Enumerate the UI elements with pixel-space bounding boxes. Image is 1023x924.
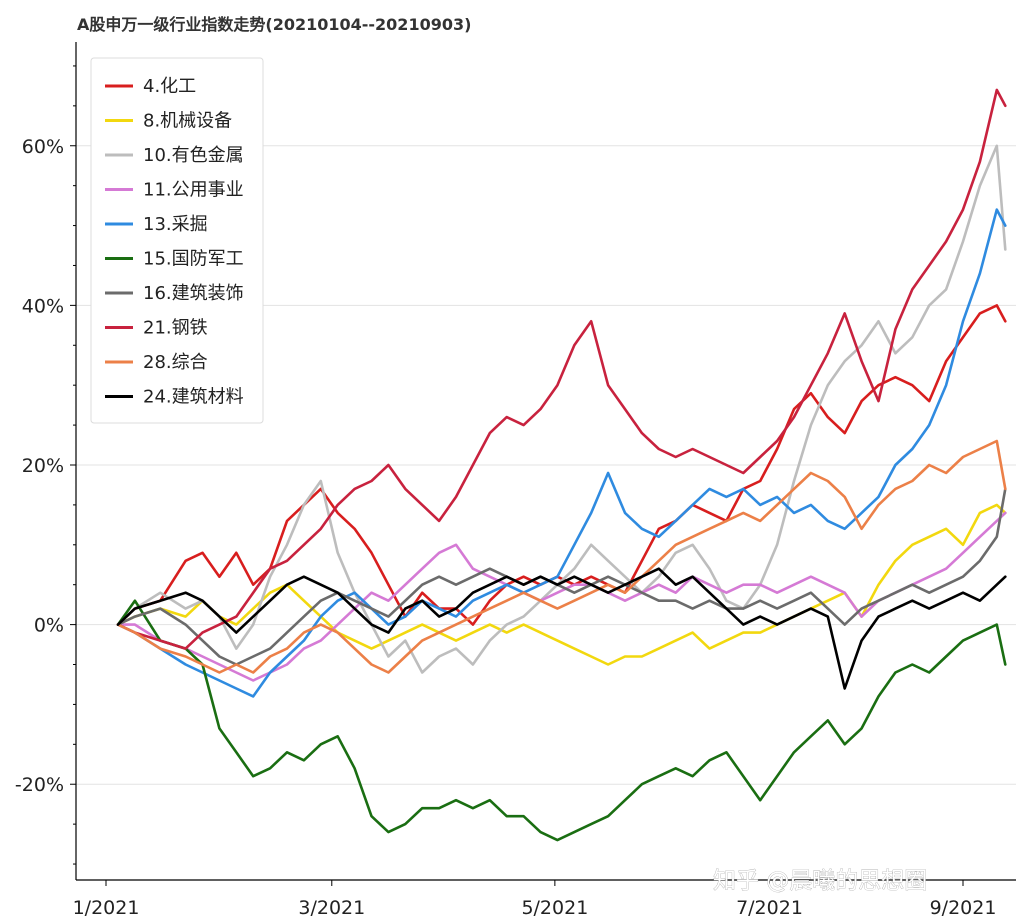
y-tick-label: 40%: [22, 295, 64, 317]
axes: [70, 42, 1016, 881]
x-tick-label: 3/2021: [298, 897, 365, 919]
series-line-6: [116, 599, 1007, 842]
chart-title: A股申万一级行业指数走势(20210104--20210903): [77, 15, 471, 34]
y-tick-label: 0%: [34, 615, 64, 637]
series-line-9: [116, 439, 1007, 674]
legend-label: 16.建筑装饰: [143, 283, 244, 304]
legend: 4.化工 8.机械设备 10.有色金属 11.公用事业 13.采掘 15.国防军工 16.建…: [90, 57, 264, 424]
legend-label: 24.建筑材料: [143, 387, 244, 408]
legend-label: 4.化工: [143, 76, 196, 97]
x-tick-label: 7/2021: [736, 897, 803, 919]
series-line-4: [116, 511, 1007, 682]
series-line-5: [116, 208, 1007, 698]
series-line-2: [116, 503, 1007, 666]
series-lines: [116, 88, 1007, 842]
legend-label: 8.机械设备: [143, 111, 232, 132]
legend-label: 13.采掘: [143, 214, 208, 235]
series-line-7: [116, 487, 1007, 666]
legend-box: [90, 57, 264, 424]
y-axis-ticks: 60% 40% 20% 0% -20%: [15, 136, 64, 796]
x-tick-label: 5/2021: [521, 897, 588, 919]
legend-label: 11.公用事业: [143, 180, 244, 201]
legend-label: 10.有色金属: [143, 145, 244, 166]
series-line-10: [116, 567, 1007, 690]
x-axis-ticks: 1/2021 3/2021 5/2021 7/2021 9/2021: [73, 880, 997, 919]
legend-label: 28.综合: [143, 352, 208, 373]
watermark: 知乎 @晨曦的思想圈: [713, 868, 927, 894]
y-tick-label: 60%: [22, 136, 64, 158]
y-tick-label: 20%: [22, 455, 64, 477]
series-line-8: [116, 88, 1007, 650]
x-tick-label: 9/2021: [930, 897, 997, 919]
legend-label: 21.钢铁: [143, 318, 208, 339]
legend-label: 15.国防军工: [143, 249, 244, 270]
y-tick-label: -20%: [15, 774, 64, 796]
series-line-3: [116, 144, 1007, 674]
x-tick-label: 1/2021: [73, 897, 140, 919]
